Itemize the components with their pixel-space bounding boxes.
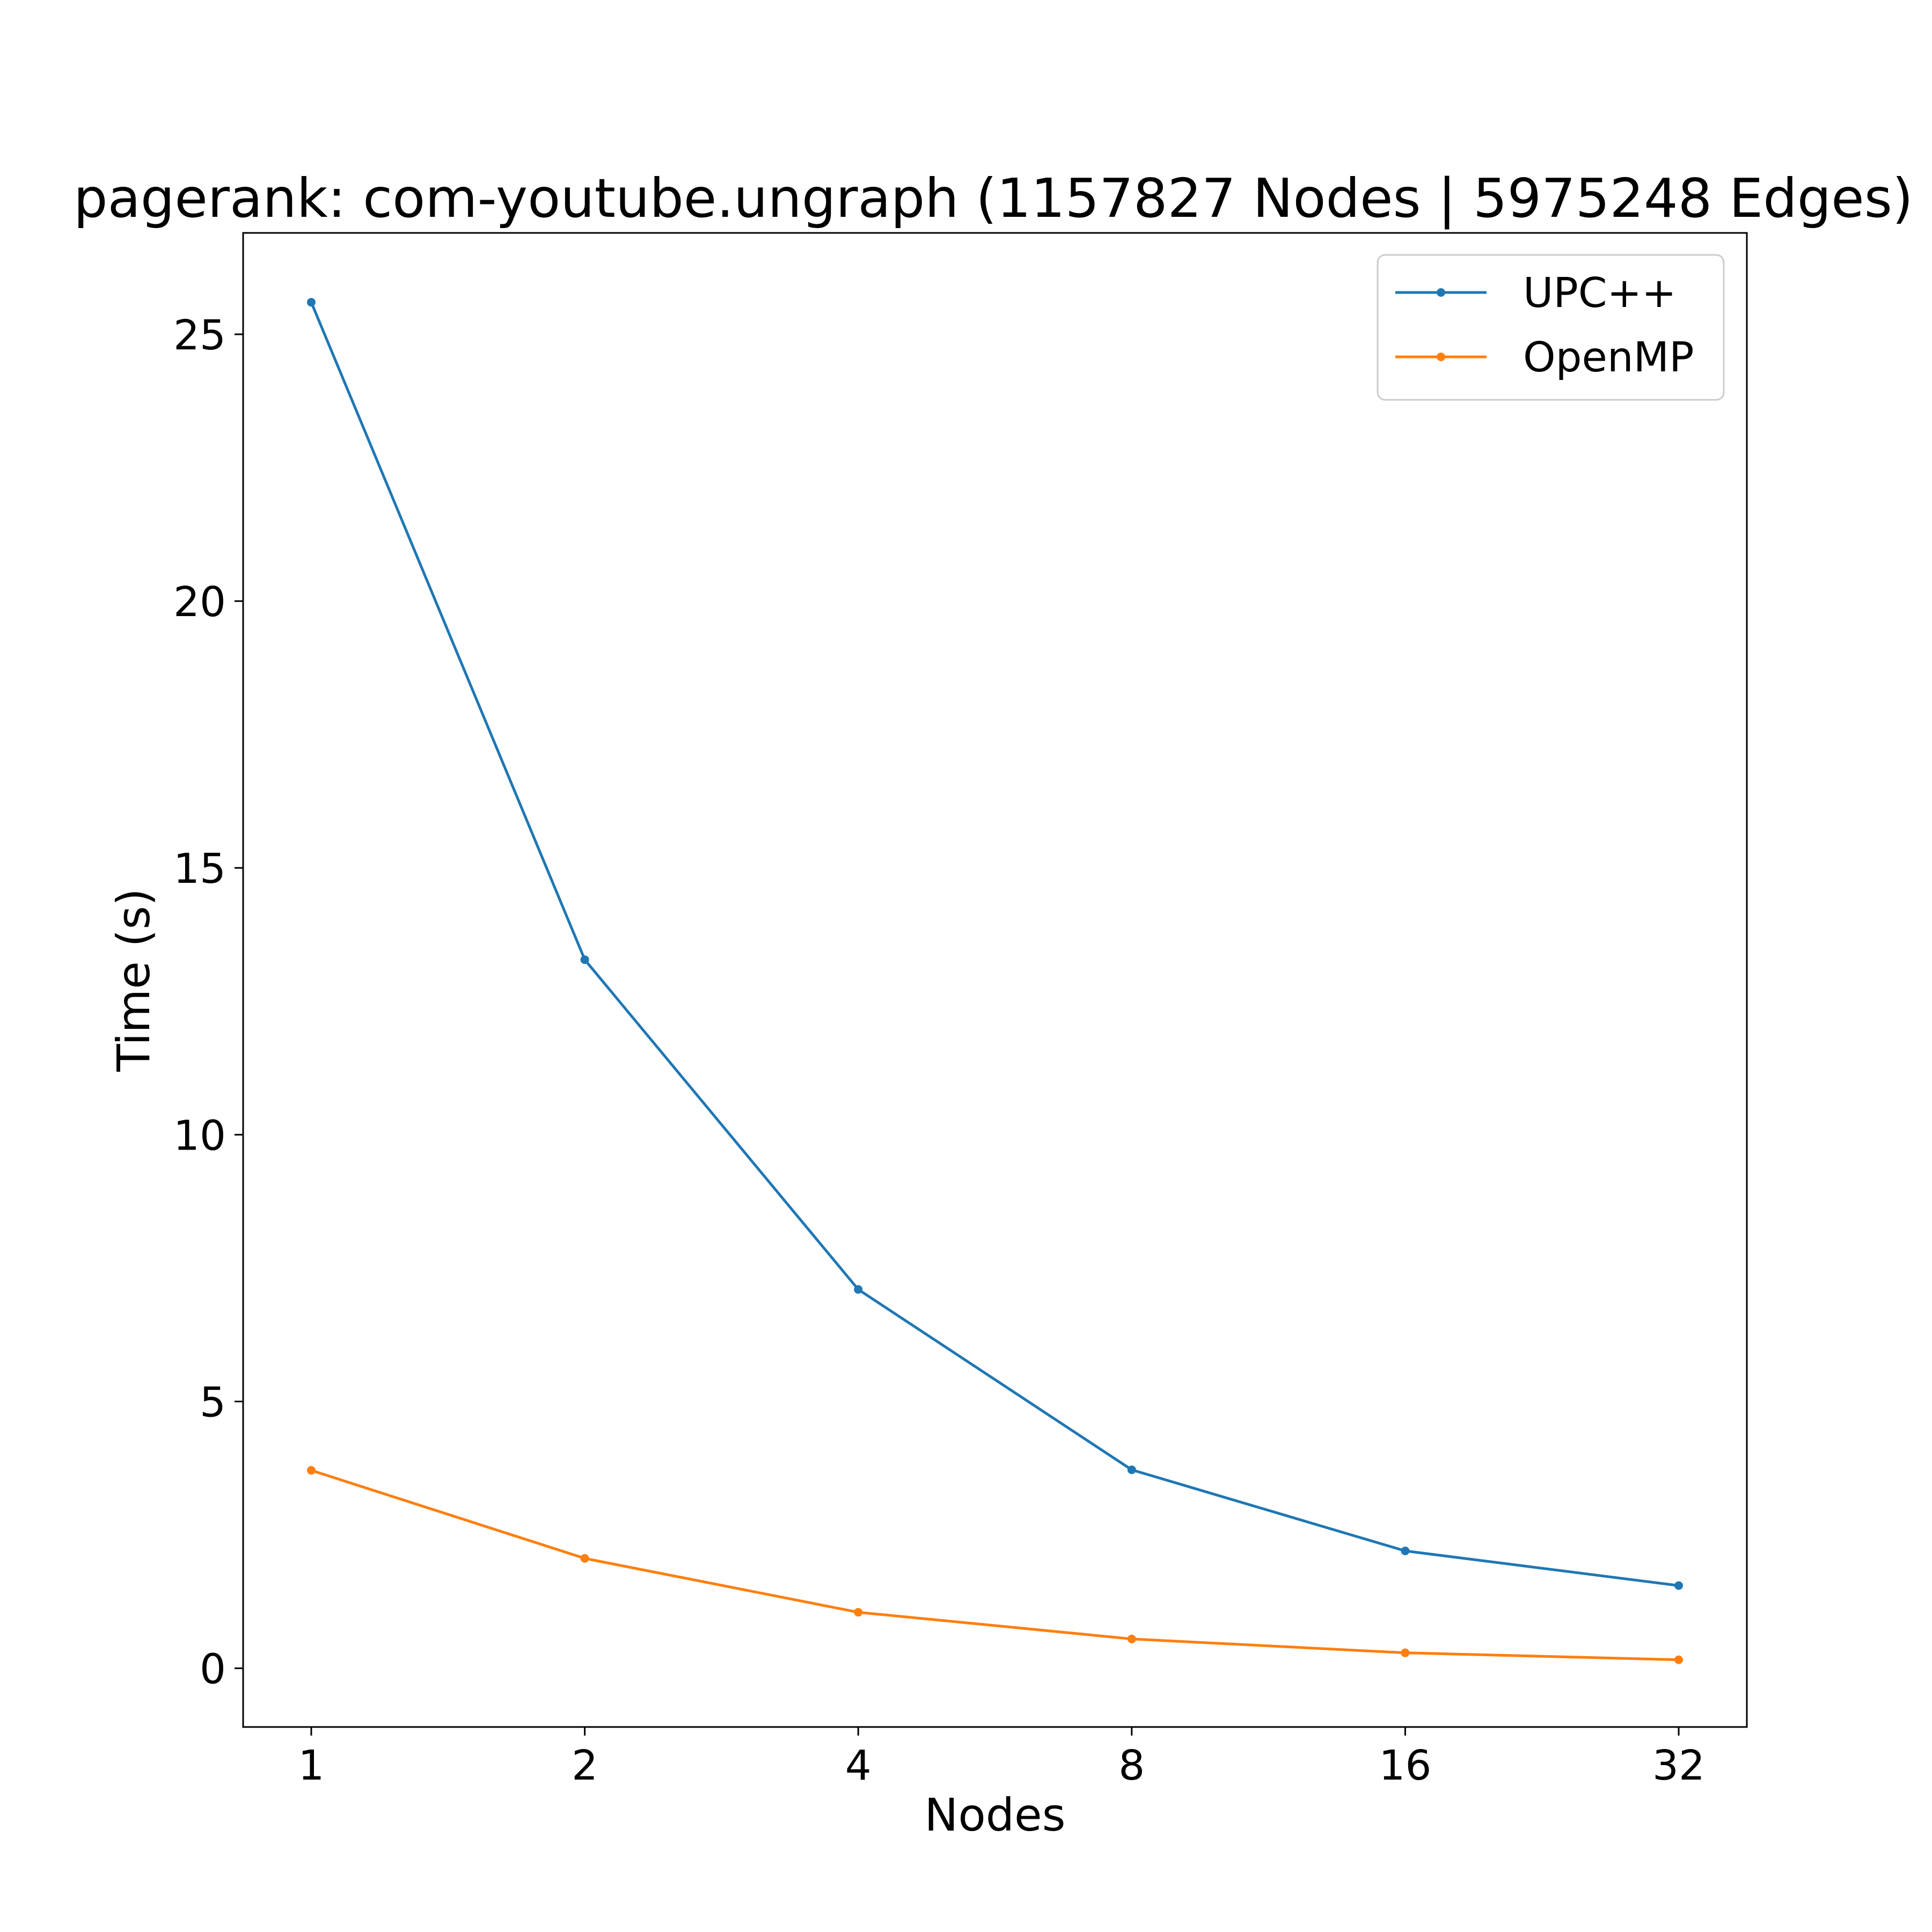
- data-point: [854, 1608, 863, 1617]
- legend: UPC++ OpenMP: [1377, 254, 1725, 401]
- chart-title: pagerank: com-youtube.ungraph (1157827 N…: [74, 167, 1913, 230]
- data-point: [1674, 1581, 1683, 1590]
- data-point: [307, 1466, 316, 1475]
- legend-label: UPC++: [1523, 269, 1677, 317]
- data-point: [1127, 1634, 1136, 1643]
- legend-label: OpenMP: [1523, 334, 1694, 382]
- series-line-openmp: [310, 1469, 1680, 1662]
- data-point: [1674, 1655, 1683, 1664]
- x-tick-label: 8: [1118, 1742, 1145, 1790]
- data-point: [580, 955, 589, 964]
- series-line-upcxx: [310, 301, 1680, 1587]
- data-point: [1401, 1546, 1410, 1555]
- y-tick-label: 5: [200, 1379, 226, 1426]
- x-tick-label: 2: [572, 1742, 598, 1790]
- axes-frame: [242, 232, 1748, 1728]
- y-tick-label: 10: [173, 1112, 226, 1160]
- data-point: [854, 1285, 863, 1294]
- y-tick-label: 20: [173, 579, 226, 626]
- x-tick-label: 4: [845, 1742, 872, 1790]
- data-point: [307, 298, 316, 307]
- y-tick-label: 0: [200, 1646, 226, 1694]
- y-tick-label: 25: [173, 312, 226, 360]
- legend-marker: [1437, 353, 1445, 361]
- y-axis: 0 5 10 15 20 25: [173, 312, 243, 1694]
- y-tick-label: 15: [173, 845, 226, 893]
- x-axis: 1 2 4 8 16 32: [298, 1727, 1705, 1790]
- plot-area: [307, 298, 1683, 1664]
- x-tick-label: 16: [1379, 1742, 1431, 1790]
- data-point: [1127, 1465, 1136, 1474]
- legend-marker: [1437, 288, 1445, 297]
- x-tick-label: 32: [1652, 1742, 1705, 1790]
- x-axis-title: Nodes: [925, 1789, 1066, 1841]
- data-point: [580, 1554, 589, 1563]
- x-tick-label: 1: [298, 1742, 325, 1790]
- y-axis-title: Time (s): [107, 888, 160, 1072]
- data-point: [1401, 1648, 1410, 1657]
